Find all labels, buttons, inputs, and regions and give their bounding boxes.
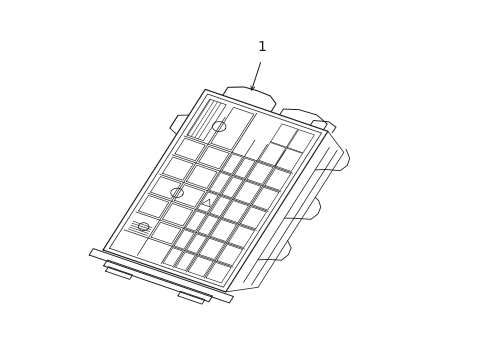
Text: 1: 1	[257, 40, 265, 54]
